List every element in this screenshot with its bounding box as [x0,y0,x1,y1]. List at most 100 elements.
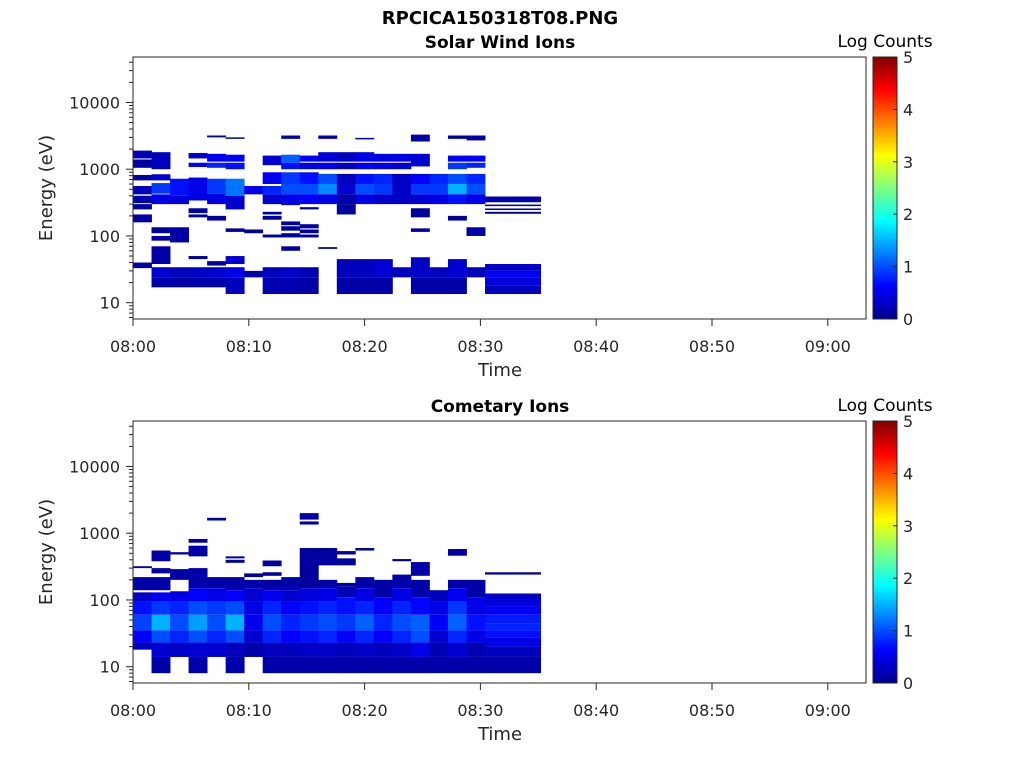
heatmap-cell [262,215,282,220]
heatmap-cell [262,172,282,185]
heatmap-cell [133,566,152,569]
heatmap-cell [373,614,393,631]
heatmap-cell [207,193,227,205]
heatmap-cell [447,173,467,185]
colorbar-axis: 0 1 2 3 4 5 [893,48,913,329]
colorbar-axis: 0 1 2 3 4 5 [893,412,913,693]
heatmap-cell [151,630,171,643]
heatmap-cell [392,559,412,562]
colorbar-tick-label: 0 [903,310,913,329]
heatmap-cell [207,267,227,278]
heatmap-cell [410,134,430,142]
heatmap-cell [447,155,467,162]
colorbar-tick-label: 0 [903,674,913,693]
heatmap-cell [447,614,467,631]
heatmap-cell [262,277,282,295]
heatmap-cell [318,548,338,566]
heatmap-cell [225,256,245,265]
heatmap-cell [485,623,542,631]
x-tick-label: 08:10 [226,701,272,720]
heatmap-cell [355,601,375,615]
heatmap-cell [410,562,430,576]
y-tick-label: 100 [89,227,120,246]
colorbar-tick-label: 2 [903,569,913,588]
heatmap-cell [262,211,282,215]
heatmap-cell [485,196,542,203]
heatmap-cell [410,194,430,205]
y-tick-label: 1000 [79,524,120,543]
heatmap-cell [170,277,189,288]
heatmap-cell [447,184,467,195]
heatmap-cell [447,135,467,139]
heatmap-cell [207,577,227,589]
heatmap-cell [355,630,375,643]
y-tick-label: 1000 [79,160,120,179]
heatmap-cell [299,548,319,589]
heatmap-cell [373,153,393,162]
heatmap-cell [355,184,375,195]
heatmap-cell [485,285,542,295]
heatmap-cell [281,194,301,206]
colorbar-label: Log Counts [837,396,932,416]
heatmap-cell [262,601,282,615]
heatmap-cell [373,579,393,598]
heatmap-cell [485,204,542,207]
heatmap-cell [447,601,467,615]
x-tick-label: 08:20 [342,701,388,720]
panel-title: Solar Wind Ions [425,33,576,53]
heatmap-cell [281,614,301,631]
heatmap-cell [485,264,542,271]
heatmap-cell [225,559,245,563]
heatmap-cell [151,235,171,241]
heatmap-cell [244,630,264,643]
heatmap-cell [151,246,171,265]
heatmap-cell [485,606,542,615]
heatmap-cell [281,577,301,591]
y-tick-label: 10000 [69,457,120,476]
heatmap-cell [392,175,412,205]
heatmap-cell [466,579,486,598]
heatmap-cell [262,155,282,166]
x-tick-label: 08:10 [226,337,272,356]
heatmap-cell [244,270,264,278]
heatmap-cell [466,597,486,615]
x-tick-label: 08:00 [110,701,156,720]
heatmap-cell [225,162,245,170]
heatmap-cell [318,630,338,643]
heatmap-cell [133,186,152,195]
colorbar-tick-label: 4 [903,464,913,483]
heatmap-cell [299,162,319,170]
heatmap-cell [485,270,542,278]
heatmap-cell [336,551,356,555]
heatmap-cell [485,593,542,600]
heatmap-cell [466,656,486,674]
heatmap-cell [188,277,208,288]
heatmap-cell [299,267,319,278]
heatmap-cell [299,184,319,195]
heatmap-cell [207,215,227,221]
heatmap-cell [133,204,152,210]
heatmap-cell [281,135,301,139]
heatmap-cell [447,579,467,589]
heatmap-cell [133,159,152,168]
heatmap-cell [262,590,282,602]
heatmap-cell [355,614,375,631]
heatmap-cell [410,642,430,657]
heatmap-cell [188,214,208,218]
heatmap-cell [410,184,430,195]
heatmap-cell [429,614,449,631]
heatmap-cell [318,135,338,139]
heatmap-cell [466,642,486,657]
y-tick-label: 10 [100,658,120,677]
heatmap-cell [281,267,301,278]
heatmap-cell [170,178,189,196]
heatmap-cell [151,592,171,602]
heatmap-cell [225,178,245,196]
heatmap-cell [318,642,338,657]
x-tick-label: 08:50 [689,337,735,356]
heatmap-cell [188,642,208,657]
heatmap-cell [133,195,152,204]
heatmap-cell [355,656,375,674]
heatmap-cell [244,186,264,195]
